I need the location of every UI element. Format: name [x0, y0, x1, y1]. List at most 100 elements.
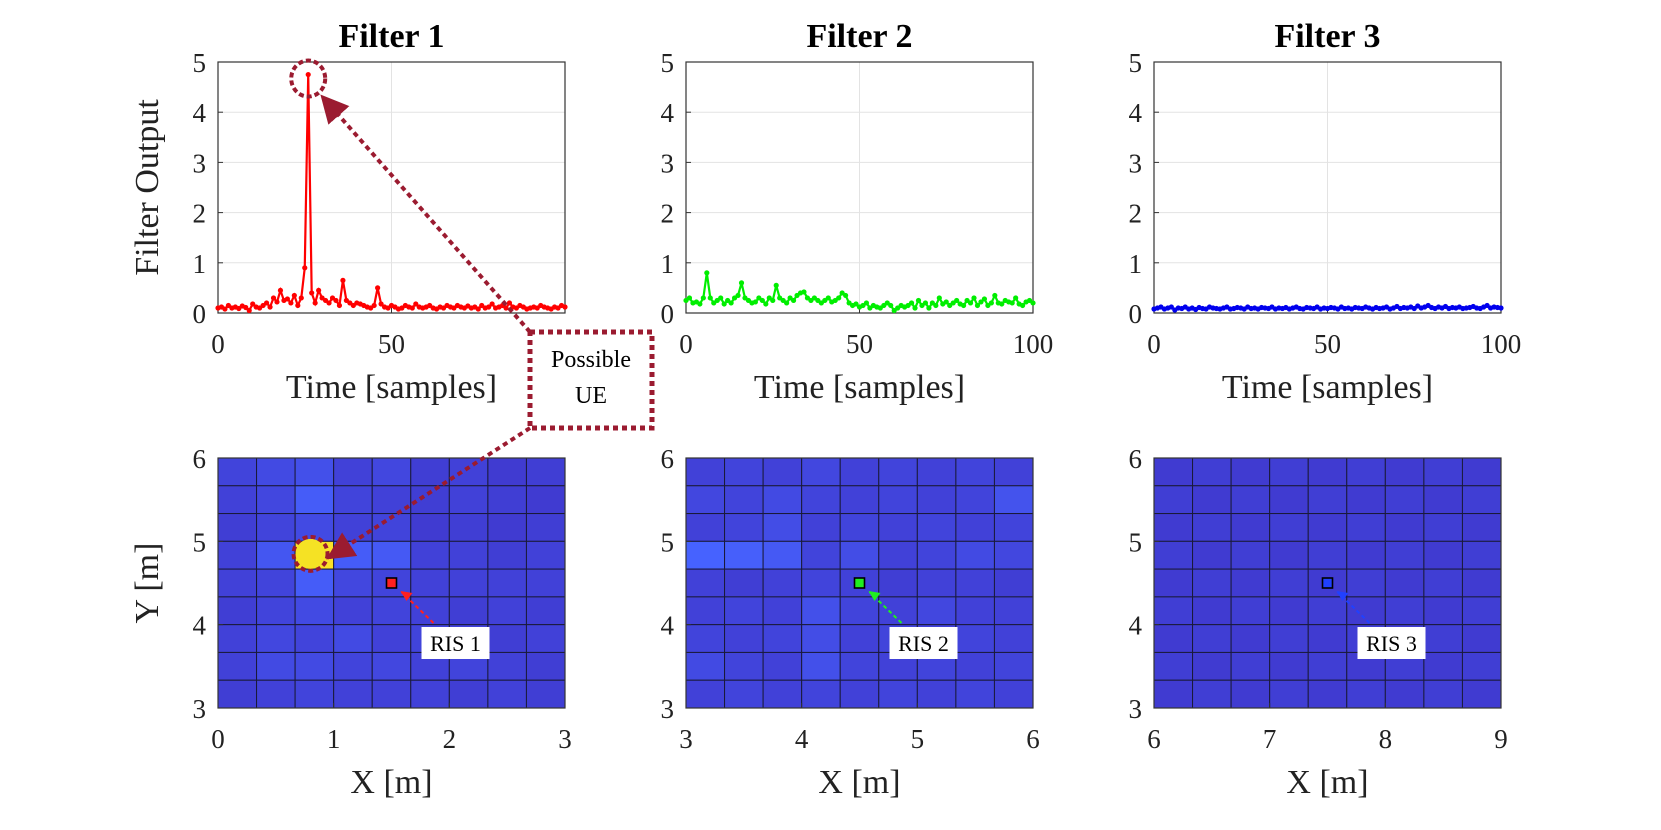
heatmap-cell [993, 485, 1034, 515]
heatmap-cell [878, 457, 918, 487]
heatmap-cell [801, 596, 841, 626]
y-tick-label: 3 [661, 694, 675, 724]
x-tick-label: 100 [1481, 329, 1522, 359]
heatmap-cell [217, 568, 258, 598]
y-axis-label: Y [m] [129, 543, 166, 624]
heatmap-cell [1153, 624, 1194, 653]
heatmap-cell [1192, 624, 1232, 653]
heatmap-cell [256, 568, 296, 598]
heatmap-cell [371, 596, 412, 626]
heatmap-cell [839, 679, 880, 709]
heatmap-cell [487, 485, 527, 515]
heatmap-cell [685, 651, 726, 681]
heatmap-cell [878, 679, 918, 709]
heatmap-cell [1153, 568, 1194, 598]
ue-highlight [295, 538, 326, 569]
heatmap-cell [916, 513, 957, 542]
heatmap-cell [1307, 596, 1348, 626]
heatmap-cell [993, 679, 1034, 709]
data-point [295, 302, 301, 309]
x-tick-label: 50 [1314, 329, 1341, 359]
heatmap-cell [724, 457, 764, 487]
data-point [413, 301, 419, 307]
heatmap-cell [217, 679, 258, 709]
data-point [738, 280, 745, 286]
data-point [759, 297, 765, 304]
heatmap-cell [1307, 457, 1348, 487]
heatmap-cell [487, 513, 527, 542]
heatmap-cell [1307, 624, 1348, 653]
data-point [922, 300, 929, 306]
heatmap-cell [1346, 513, 1386, 542]
heatmap-cell [916, 457, 957, 487]
data-point [267, 304, 273, 310]
y-tick-label: 5 [193, 527, 207, 557]
y-tick-label: 1 [193, 249, 207, 279]
data-point [378, 301, 384, 307]
heatmap-cell [955, 457, 995, 487]
x-axis-label: Time [samples] [286, 369, 497, 406]
heatmap-cell [371, 624, 412, 653]
data-point [971, 295, 977, 301]
x-axis-label: X [m] [1286, 764, 1368, 801]
y-tick-label: 3 [1129, 694, 1143, 724]
data-point [974, 302, 981, 309]
heatmap-cell [1192, 596, 1232, 626]
y-tick-label: 0 [661, 299, 675, 329]
heatmap-cell [839, 540, 880, 570]
heatmap-cell [525, 457, 566, 487]
heatmap-cell [1461, 651, 1502, 681]
heatmap-cell [1230, 679, 1271, 709]
heatmap-cell [762, 457, 803, 487]
heatmap-cell [1346, 540, 1386, 570]
y-tick-label: 4 [661, 611, 675, 641]
x-tick-label: 100 [1013, 329, 1054, 359]
x-tick-label: 1 [327, 724, 341, 754]
heatmap-cell [217, 457, 258, 487]
heatmap-cell [955, 513, 995, 542]
heatmap-cell [1230, 457, 1271, 487]
data-point [277, 287, 284, 294]
heatmap-cell [916, 679, 957, 709]
heatmap-cell [1384, 513, 1425, 542]
data-point [312, 300, 318, 306]
y-tick-label: 4 [661, 98, 675, 128]
heatmap-cell [685, 596, 726, 626]
data-point [912, 305, 918, 311]
data-point [263, 300, 270, 306]
heatmap-cell [1461, 513, 1502, 542]
x-tick-label: 50 [846, 329, 873, 359]
heatmap-cell [801, 624, 841, 653]
y-tick-label: 2 [1129, 199, 1143, 229]
heatmap-cell [294, 624, 335, 653]
x-tick-label: 5 [911, 724, 925, 754]
data-point [863, 300, 870, 306]
heatmap-cell [371, 679, 412, 709]
heatmap-cell [217, 596, 258, 626]
heatmap-cell [410, 513, 450, 542]
heatmap-cell [1384, 679, 1425, 709]
heatmap-cell [685, 513, 726, 542]
data-point [298, 295, 304, 301]
heatmap-cell [256, 513, 296, 542]
ris-marker [853, 577, 866, 589]
x-tick-label: 7 [1263, 724, 1277, 754]
heatmap-cell [217, 651, 258, 681]
heatmap-cell [762, 540, 803, 570]
heatmap-cell [1423, 457, 1463, 487]
data-point [302, 265, 308, 271]
heatmap-cell [1269, 624, 1309, 653]
ue-arrow-to-peak [320, 94, 532, 334]
heatmap-cell [955, 568, 995, 598]
heatmap-cell [762, 596, 803, 626]
data-point [967, 300, 974, 306]
heatmap-cell [801, 457, 841, 487]
data-point [763, 301, 769, 307]
data-point [284, 296, 290, 302]
heatmap-cell [1423, 568, 1463, 598]
ris-marker [1321, 577, 1334, 589]
heatmap-cell [762, 513, 803, 542]
data-point [843, 292, 849, 299]
heatmap-cell [410, 596, 450, 626]
heatmap-cell [1230, 596, 1271, 626]
